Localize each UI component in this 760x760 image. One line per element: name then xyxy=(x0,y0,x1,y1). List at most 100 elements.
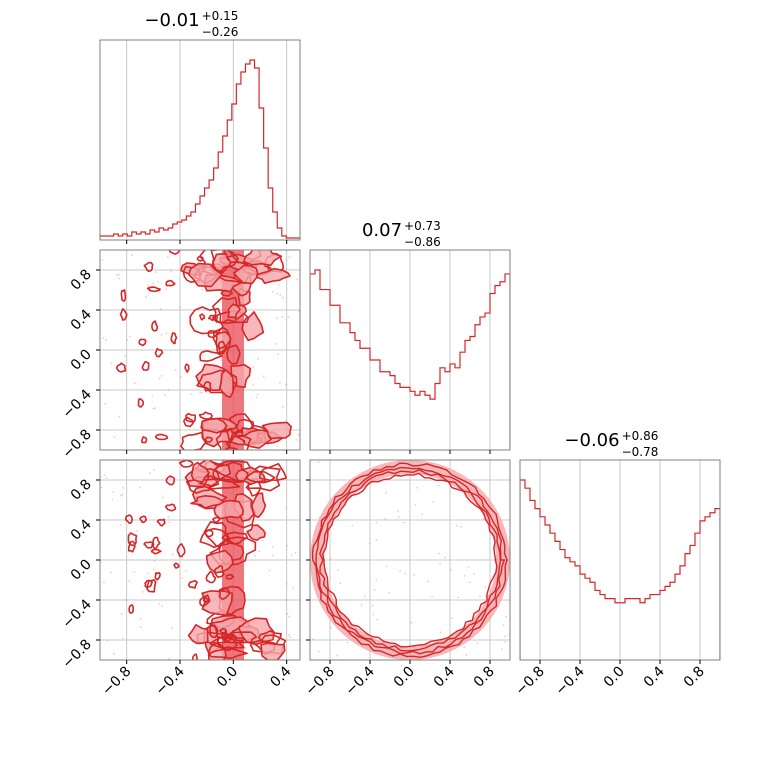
panel-2d-p1-p2-sample-point xyxy=(450,616,453,619)
panel-2d-p0-p1-sample-point xyxy=(180,376,182,379)
panel-2d-p0-p1-sample-point xyxy=(190,393,193,395)
panel-2d-p0-p2-contour-island xyxy=(144,579,153,588)
panel-2d-p0-p2-ytick-label-1: −0.4 xyxy=(59,596,94,631)
panel-2d-p0-p2-sample-point xyxy=(271,545,274,548)
panel-2d-p0-p1-contour-island xyxy=(146,286,161,293)
panel-2d-p0-p2-contour-island xyxy=(173,562,180,569)
panel-2d-p1-p2-sample-point xyxy=(360,603,363,606)
panel-2d-p0-p1-sample-point xyxy=(152,282,155,285)
panel-2d-p1-p2-sample-point xyxy=(438,552,441,555)
panel-2d-p0-p2-sample-point xyxy=(153,560,156,563)
panel-2d-p0-p1-sample-point xyxy=(105,339,107,341)
panel-2d-p0-p2-contour-island xyxy=(208,623,219,639)
panel-2d-p0-p2-xtick-label-1: −0.4 xyxy=(152,663,187,698)
panel-2d-p1-p2-sample-point xyxy=(318,650,320,653)
panel-2d-p0-p2-sample-point xyxy=(121,637,124,640)
panel-2d-p0-p2-sample-point xyxy=(206,540,209,542)
panel-2d-p0-p1-contour-island xyxy=(199,313,206,321)
panel-2d-p1-p2-ring-contour xyxy=(315,466,506,655)
panel-2d-p1-p2-sample-point xyxy=(463,574,466,577)
panel-hist-2-xtick-label-0: −0.8 xyxy=(512,664,547,699)
panel-2d-p1-p2-sample-point xyxy=(444,556,447,559)
panel-2d-p0-p1-contour-island xyxy=(198,411,213,420)
panel-2d-p0-p2-sample-point xyxy=(268,569,271,572)
panel-2d-p0-p2-sample-point xyxy=(139,617,142,620)
panel-2d-p0-p1-sample-point xyxy=(157,280,160,283)
panel-2d-p0-p1-sample-point xyxy=(287,316,290,318)
panel-2d-p0-p1-sample-point xyxy=(154,407,157,410)
panel-2d-p0-p2-sample-point xyxy=(111,498,114,501)
panel-2d-p0-p2-sample-point xyxy=(120,613,123,615)
panel-2d-p0-p1-sample-point xyxy=(275,317,278,320)
panel-2d-p1-p2-sample-point xyxy=(469,581,471,584)
panel-2d-p0-p2-contour-island xyxy=(139,515,147,524)
panel-hist-1-title-median: 0.07 xyxy=(362,220,402,241)
panel-2d-p0-p1-sample-point xyxy=(277,353,280,356)
panel-2d-p0-p2-ytick-label-4: 0.8 xyxy=(68,477,95,504)
panel-2d-p1-p2-ring-contour xyxy=(319,468,502,652)
panel-2d-p1-p2-sample-point xyxy=(329,626,332,629)
panel-2d-p0-p2-contour-island xyxy=(143,541,155,549)
panel-2d-p0-p2-contour-edge xyxy=(187,624,209,645)
panel-2d-p0-p2-contours xyxy=(100,460,297,660)
panel-2d-p1-p2-sample-point xyxy=(457,596,460,599)
panel-2d-p0-p2-sample-point xyxy=(244,647,247,650)
panel-2d-p1-p2-sample-point xyxy=(368,542,371,545)
panel-2d-p1-p2-sample-point xyxy=(467,566,470,568)
panel-2d-p0-p2-sample-point xyxy=(133,571,136,574)
panel-hist-2-xtick-label-2: 0.0 xyxy=(601,664,628,691)
panel-hist-1: 0.07 +0.73 −0.86 xyxy=(309,219,511,454)
panel-2d-p0-p1-sample-point xyxy=(276,445,279,448)
panel-2d-p0-p2-sample-point xyxy=(120,494,122,497)
panel-2d-p0-p2-sample-point xyxy=(160,604,163,607)
panel-2d-p0-p1-sample-point xyxy=(275,342,278,345)
panel-2d-p0-p1-sample-point xyxy=(285,259,288,262)
panel-2d-p0-p1-sample-point xyxy=(126,338,129,341)
panel-2d-p0-p2-sample-point xyxy=(142,590,144,593)
panel-2d-p0-p1-ytick-label-2: 0.0 xyxy=(68,347,95,374)
panel-2d-p1-p2-sample-point xyxy=(312,638,315,641)
panel-2d-p1-p2-sample-point xyxy=(439,631,442,634)
panel-2d-p0-p2-sample-point xyxy=(105,477,108,479)
panel-2d-p0-p2-sample-point xyxy=(124,599,127,601)
panel-2d-p1-p2-sample-point xyxy=(504,635,506,638)
panel-2d-p0-p2-sample-point xyxy=(185,569,187,572)
panel-2d-p0-p2-contour-island xyxy=(212,516,221,523)
panel-hist-2-title-minus: −0.78 xyxy=(622,445,659,459)
panel-hist-2-xtick-label-1: −0.4 xyxy=(552,663,587,698)
panel-2d-p0-p2-sample-point xyxy=(121,493,124,496)
panel-2d-p0-p1-contour-island xyxy=(154,433,169,441)
panel-2d-p0-p1-contour-island xyxy=(183,416,195,428)
panel-2d-p0-p1-sample-point xyxy=(255,396,258,399)
panel-2d-p0-p2-contour-edge xyxy=(185,475,220,494)
panel-2d-p0-p1-contour-island xyxy=(151,320,159,332)
panel-2d-p0-p1-contour-island xyxy=(184,363,190,373)
panel-2d-p1-p2-sample-point xyxy=(473,573,476,576)
panel-2d-p0-p2-contour-edge xyxy=(260,642,286,660)
panel-2d-p0-p2-sample-point xyxy=(258,550,261,553)
panel-2d-p1-p2-ring-contour xyxy=(322,472,498,648)
panel-2d-p1-p2-xtick-label-1: −0.4 xyxy=(342,663,377,698)
panel-2d-p1-p2-sample-point xyxy=(450,569,452,571)
panel-2d-p0-p2-contour-blob xyxy=(218,536,257,566)
panel-2d-p0-p2-contour-blob xyxy=(201,590,233,616)
panel-2d-p1-p2-sample-point xyxy=(398,516,400,519)
panel-2d-p0-p2-sample-point xyxy=(292,587,295,590)
panel-2d-p1-p2-sample-point xyxy=(463,646,466,649)
panel-2d-p0-p2-contour-blob xyxy=(203,521,229,548)
panel-2d-p0-p1-sample-point xyxy=(113,436,116,439)
panel-2d-p1-p2-sample-point xyxy=(483,586,486,588)
panel-2d-p1-p2-sample-point xyxy=(437,484,440,487)
panel-2d-p1-p2-sample-point xyxy=(375,618,378,621)
panel-2d-p0-p1-sample-point xyxy=(118,274,120,276)
panel-2d-p0-p1-contour-edge xyxy=(212,253,232,273)
panel-2d-p1-p2-sample-point xyxy=(465,654,468,656)
panel-2d-p0-p2-sample-point xyxy=(168,657,170,660)
panel-2d-p1-p2-sample-point xyxy=(414,503,417,506)
panel-2d-p0-p1-contour-blob xyxy=(199,350,223,362)
panel-2d-p0-p2-sample-point xyxy=(261,539,264,542)
panel-2d-p0-p2-sample-point xyxy=(171,553,174,556)
panel-2d-p0-p1-contour-island xyxy=(170,332,178,345)
panel-hist-1-title-plus: +0.73 xyxy=(404,219,441,233)
panel-2d-p0-p1-sample-point xyxy=(277,284,280,286)
